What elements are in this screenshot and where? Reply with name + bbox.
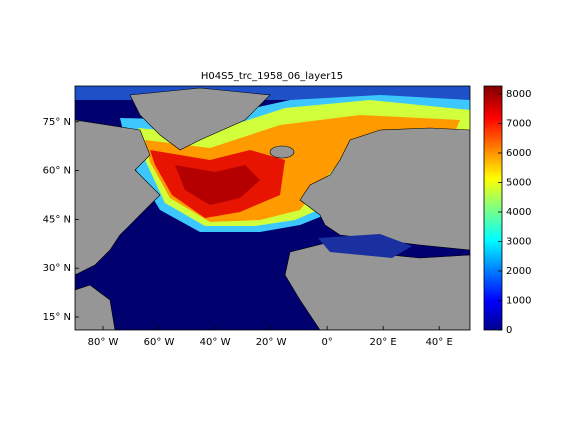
colorbar-tick-label: 0 <box>506 325 512 336</box>
colorbar-tick-label: 6000 <box>506 148 531 159</box>
colorbar-tick-label: 3000 <box>506 236 531 247</box>
y-tick-label: 30° N <box>43 263 71 274</box>
x-tick-label: 40° W <box>200 337 231 348</box>
colorbar-tick-label: 2000 <box>506 266 531 277</box>
axes-frame <box>74 85 471 331</box>
sea-mediterranean <box>318 234 412 258</box>
y-tick-label: 60° N <box>43 166 71 177</box>
map-field <box>75 86 470 330</box>
x-tick-label: 40° E <box>426 337 453 348</box>
x-tick-label: 80° W <box>88 337 119 348</box>
colorbar-tick-label: 7000 <box>506 118 531 129</box>
colorbar-tick-label: 4000 <box>506 207 531 218</box>
x-tick-label: 20° E <box>370 337 397 348</box>
x-tick-label: 20° W <box>256 337 287 348</box>
x-tick-label: 60° W <box>144 337 175 348</box>
y-tick-label: 75° N <box>43 117 71 128</box>
land-europe <box>299 127 470 251</box>
land-north-america <box>75 119 161 276</box>
y-tick-label: 45° N <box>43 214 71 225</box>
field-darkred <box>175 165 260 205</box>
land-greenland <box>129 87 271 151</box>
y-tick-label: 15° N <box>43 312 71 323</box>
colorbar-tick-label: 1000 <box>506 295 531 306</box>
x-tick-label: 0° <box>321 337 332 348</box>
chart-title: H04S5_trc_1958_06_layer15 <box>201 71 343 82</box>
colorbar-tick-label: 8000 <box>506 89 531 100</box>
land-south <box>75 284 116 330</box>
colorbar-tick-label: 5000 <box>506 177 531 188</box>
colorbar <box>483 85 503 331</box>
land-iceland <box>269 145 295 159</box>
